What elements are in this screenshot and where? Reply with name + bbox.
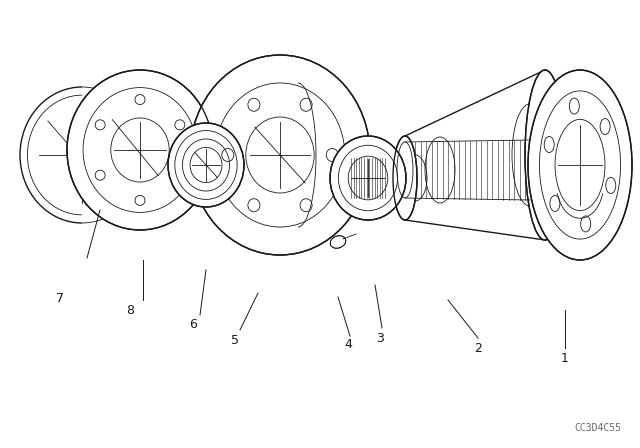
Ellipse shape [393, 136, 417, 220]
Text: 6: 6 [189, 319, 197, 332]
Text: 5: 5 [231, 333, 239, 346]
Ellipse shape [190, 55, 370, 255]
Ellipse shape [168, 123, 244, 207]
Text: 3: 3 [376, 332, 384, 345]
Text: 4: 4 [344, 339, 352, 352]
Text: 8: 8 [126, 303, 134, 316]
Ellipse shape [330, 236, 346, 248]
Text: CC3D4C55: CC3D4C55 [575, 423, 621, 433]
Text: 1: 1 [561, 352, 569, 365]
Ellipse shape [525, 70, 565, 240]
Ellipse shape [528, 70, 632, 260]
Ellipse shape [67, 70, 213, 230]
Text: 7: 7 [56, 292, 64, 305]
Text: 2: 2 [474, 341, 482, 354]
Ellipse shape [330, 136, 406, 220]
